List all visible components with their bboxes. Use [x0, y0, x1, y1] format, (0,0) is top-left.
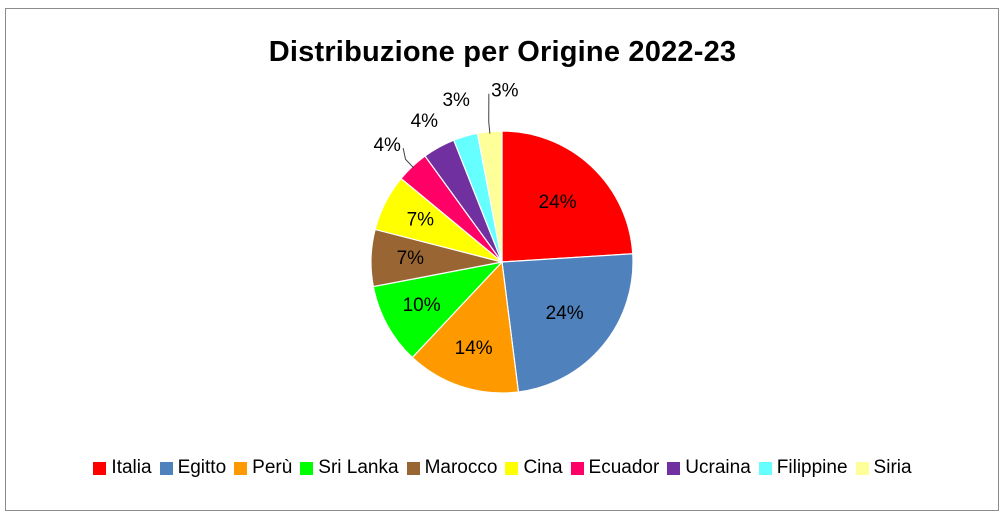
legend-label-italia: Italia	[111, 457, 152, 478]
data-label-peru: 14%	[455, 338, 493, 359]
legend-item-ecuador: Ecuador	[570, 457, 660, 479]
legend-label-ucraina: Ucraina	[685, 457, 751, 478]
pie-slice-italia	[501, 130, 634, 263]
legend-label-cina: Cina	[523, 457, 563, 478]
data-label-sri-lanka: 10%	[403, 295, 441, 316]
legend-item-siria: Siria	[855, 457, 912, 479]
legend-label-ecuador: Ecuador	[588, 457, 660, 478]
legend-label-sri-lanka: Sri Lanka	[318, 457, 399, 478]
data-label-siria: 3%	[491, 81, 519, 102]
legend-swatch-ucraina	[667, 461, 681, 475]
data-label-italia: 24%	[539, 192, 577, 213]
legend-swatch-cina	[505, 461, 519, 475]
data-label-cina: 7%	[407, 209, 435, 230]
legend-item-ucraina: Ucraina	[667, 457, 751, 479]
legend-swatch-italia	[93, 461, 107, 475]
pie-slice-egitto	[501, 253, 634, 393]
legend-item-egitto: Egitto	[159, 457, 227, 479]
legend-item-peru: Perù	[234, 457, 292, 479]
data-label-marocco: 7%	[397, 248, 425, 269]
data-label-egitto: 24%	[546, 303, 584, 324]
leader-line-siria	[488, 93, 491, 134]
legend-label-marocco: Marocco	[424, 457, 498, 478]
legend-swatch-ecuador	[570, 461, 584, 475]
chart-title: Distribuzione per Origine 2022-23	[268, 36, 737, 68]
legend-swatch-siria	[855, 461, 869, 475]
leader-line-ecuador	[402, 147, 415, 169]
data-label-ecuador: 4%	[373, 135, 401, 156]
legend-item-filippine: Filippine	[758, 457, 848, 479]
data-label-ucraina: 4%	[411, 111, 439, 132]
legend-item-italia: Italia	[93, 457, 152, 479]
legend-label-filippine: Filippine	[776, 457, 848, 478]
legend-swatch-filippine	[758, 461, 772, 475]
legend-item-cina: Cina	[505, 457, 563, 479]
legend-item-marocco: Marocco	[406, 457, 498, 479]
pie-slice-peru	[411, 260, 520, 394]
legend-swatch-peru	[234, 461, 248, 475]
legend-label-siria: Siria	[873, 457, 912, 478]
pie-slice-sri-lanka	[372, 261, 504, 359]
legend-swatch-sri-lanka	[300, 461, 314, 475]
legend: Italia Egitto Perù Sri Lanka Marocco Cina Ecua…	[0, 457, 1005, 479]
legend-swatch-marocco	[406, 461, 420, 475]
legend-label-egitto: Egitto	[177, 457, 227, 478]
data-label-filippine: 3%	[442, 90, 470, 111]
legend-item-sri-lanka: Sri Lanka	[300, 457, 399, 479]
legend-swatch-egitto	[159, 461, 173, 475]
legend-label-peru: Perù	[252, 457, 293, 478]
